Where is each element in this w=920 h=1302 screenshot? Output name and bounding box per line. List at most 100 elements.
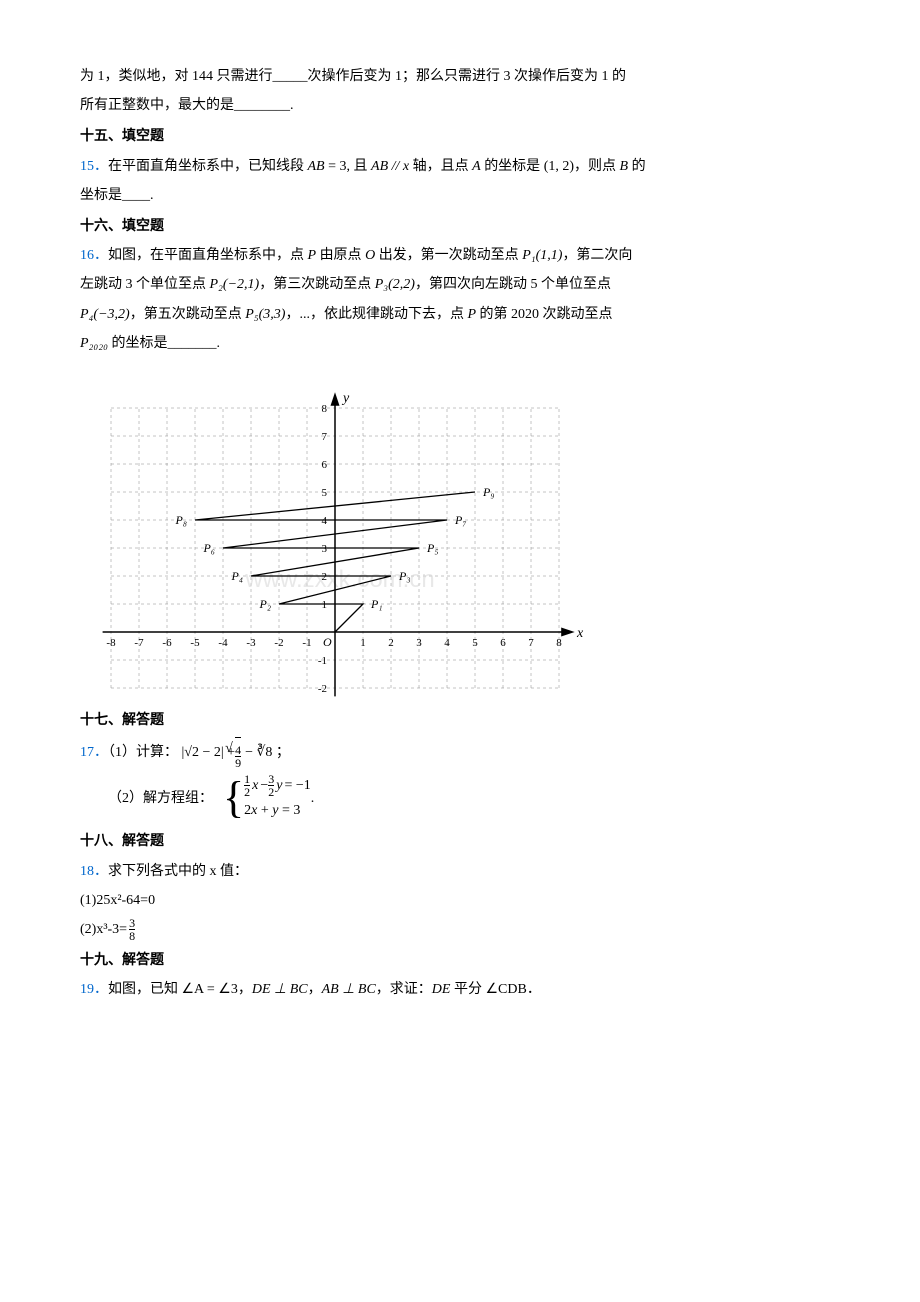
q19-e: 平分: [450, 982, 485, 997]
q16-b: 由原点: [316, 248, 365, 263]
q16-P1: P₁(1,1): [522, 248, 562, 263]
q16-P5: P₅(3,3): [245, 307, 285, 322]
svg-text:O: O: [323, 635, 332, 649]
q19-c: ，: [308, 982, 322, 997]
q19-cdb: ∠CDB: [485, 982, 526, 997]
q17-a: （1）计算：: [108, 745, 178, 760]
q19-a: 如图，已知: [108, 982, 182, 997]
q19-f: ．: [527, 982, 541, 997]
section-16-head: 十六、填空题: [80, 214, 840, 239]
q16-P4: P₄(−3,2): [80, 307, 130, 322]
q17-expr2: { 12 x − 32 y = −1 2x + y = 3 .: [223, 773, 314, 823]
svg-text:1: 1: [322, 599, 328, 611]
q15-ab: AB: [308, 159, 325, 174]
svg-text:P₁: P₁: [370, 597, 383, 611]
q18-a: 求下列各式中的 x 值：: [108, 864, 248, 879]
svg-text:x: x: [576, 626, 584, 641]
q18-2: (2)x³-3= 38: [80, 917, 840, 942]
q15-text-d: 的坐标是: [481, 159, 544, 174]
svg-text:-4: -4: [218, 637, 228, 649]
q17-expr1: |√2 − 2| + √ 49 − ∛8 ；: [182, 737, 290, 769]
q16-P3: P₃(2,2): [375, 277, 415, 292]
q15-coord: (1, 2): [544, 159, 574, 174]
q16-line3: P₄(−3,2)，第五次跳动至点 P₅(3,3)，...，依此规律跳动下去，点 …: [80, 302, 840, 327]
q15-text-e: ，则点: [574, 159, 620, 174]
section-17-head: 十七、解答题: [80, 708, 840, 733]
q16-chart: www.zxxk.com.cn-8-7-6-5-4-3-2-1123456781…: [80, 362, 840, 702]
q16-P2: P₂(−2,1): [210, 277, 260, 292]
intro-line2: 所有正整数中，最大的是________.: [80, 93, 840, 118]
q17-b: （2）解方程组：: [108, 786, 213, 811]
q15-A: A: [472, 159, 481, 174]
svg-text:1: 1: [360, 637, 366, 649]
q15-num: 15．: [80, 159, 108, 174]
q16-c: 出发，第一次跳动至点: [375, 248, 522, 263]
q19-d: ，求证：: [376, 982, 432, 997]
svg-text:P₈: P₈: [174, 513, 187, 527]
q15-abx: AB // x: [371, 159, 409, 174]
q15-text-a: 在平面直角坐标系中，已知线段: [108, 159, 308, 174]
q16-a: 如图，在平面直角坐标系中，点: [108, 248, 308, 263]
svg-text:8: 8: [556, 637, 562, 649]
svg-text:2: 2: [388, 637, 394, 649]
q17-num: 17．: [80, 745, 108, 760]
q15: 15．在平面直角坐标系中，已知线段 AB = 3, 且 AB // x 轴，且点…: [80, 154, 840, 179]
q15-line2: 坐标是____.: [80, 183, 840, 208]
svg-text:2: 2: [322, 571, 328, 583]
svg-text:P₉: P₉: [482, 485, 495, 499]
q16-g: ，第四次向左跳动 5 个单位至点: [415, 277, 611, 292]
q17-1: 17．（1）计算： |√2 − 2| + √ 49 − ∛8 ；: [80, 737, 840, 769]
svg-text:3: 3: [416, 637, 422, 649]
svg-text:4: 4: [444, 637, 450, 649]
q16-k: 的坐标是_______.: [108, 336, 220, 351]
q19-de: DE ⊥ BC: [252, 982, 308, 997]
svg-text:7: 7: [528, 637, 534, 649]
q18-1: (1)25x²-64=0: [80, 888, 840, 913]
q19-ab: AB ⊥ BC: [322, 982, 376, 997]
q16-P2020: P₂₀₂₀: [80, 336, 108, 351]
q15-text-f: 的: [628, 159, 646, 174]
q18: 18．求下列各式中的 x 值：: [80, 859, 840, 884]
q17-2: （2）解方程组： { 12 x − 32 y = −1 2x + y = 3 .: [80, 773, 840, 823]
svg-text:5: 5: [322, 487, 328, 499]
q15-eq: = 3,: [325, 159, 354, 174]
svg-text:-1: -1: [302, 637, 311, 649]
q16-num: 16．: [80, 248, 108, 263]
q19-b: ，: [238, 982, 252, 997]
svg-text:-3: -3: [246, 637, 256, 649]
q16-e: 左跳动 3 个单位至点: [80, 277, 210, 292]
svg-text:-7: -7: [134, 637, 144, 649]
q16-line4: P₂₀₂₀ 的坐标是_______.: [80, 331, 840, 356]
q18-2a: (2)x³-3=: [80, 917, 127, 942]
svg-text:-8: -8: [106, 637, 116, 649]
q15-text-c: 轴，且点: [409, 159, 472, 174]
q16-f: ，第三次跳动至点: [259, 277, 375, 292]
svg-text:P₇: P₇: [454, 513, 467, 527]
section-19-head: 十九、解答题: [80, 948, 840, 973]
svg-text:7: 7: [322, 431, 328, 443]
section-15-head: 十五、填空题: [80, 124, 840, 149]
q16-i: ，...，依此规律跳动下去，点: [285, 307, 467, 322]
svg-text:-1: -1: [318, 655, 327, 667]
svg-text:4: 4: [322, 515, 328, 527]
svg-text:P₃: P₃: [398, 569, 411, 583]
q19-de2: DE: [432, 982, 451, 997]
q15-B: B: [620, 159, 629, 174]
q19-num: 19．: [80, 982, 108, 997]
svg-text:P₆: P₆: [202, 541, 215, 555]
intro-line1: 为 1，类似地，对 144 只需进行_____次操作后变为 1；那么只需进行 3…: [80, 64, 840, 89]
svg-text:-6: -6: [162, 637, 172, 649]
q18-num: 18．: [80, 864, 108, 879]
svg-text:-5: -5: [190, 637, 200, 649]
svg-text:6: 6: [322, 459, 328, 471]
q16-O: O: [365, 248, 375, 263]
q15-text-b: 且: [354, 159, 372, 174]
q19-ang: ∠A = ∠3: [182, 982, 238, 997]
svg-text:5: 5: [472, 637, 478, 649]
q16-P: P: [308, 248, 317, 263]
q16-line1: 16．如图，在平面直角坐标系中，点 P 由原点 O 出发，第一次跳动至点 P₁(…: [80, 243, 840, 268]
svg-text:8: 8: [322, 403, 328, 415]
svg-text:-2: -2: [274, 637, 283, 649]
svg-text:P₅: P₅: [426, 541, 439, 555]
q16-d: ，第二次向: [562, 248, 632, 263]
